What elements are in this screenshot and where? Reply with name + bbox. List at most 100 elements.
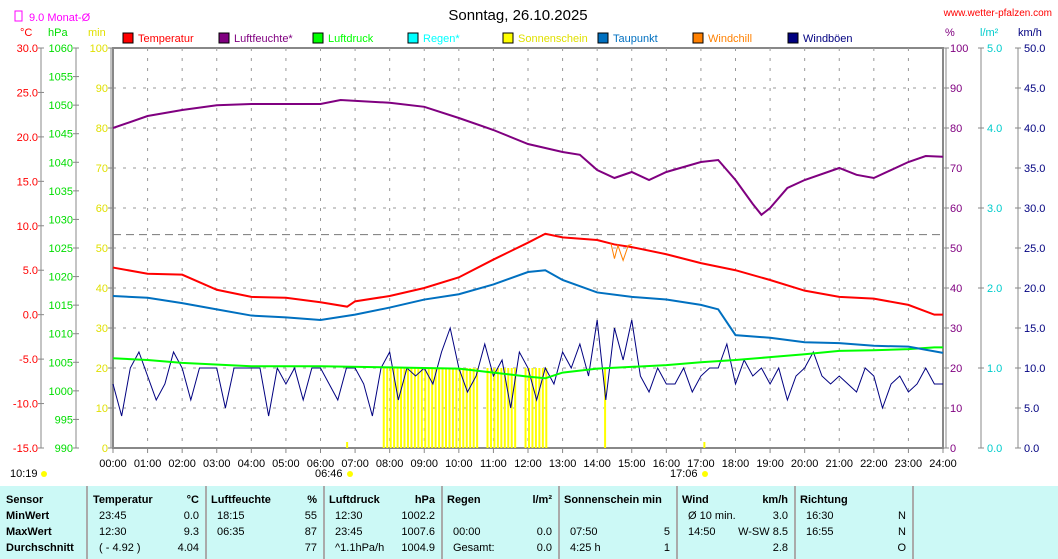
tick-label-wind: 0.0 — [1024, 443, 1039, 455]
site-link[interactable]: www.wetter-pfalzen.com — [943, 8, 1052, 19]
unit-wind: km/h — [762, 494, 788, 506]
x-tick-label: 09:00 — [410, 458, 438, 470]
cell-rain-time: Gesamt: — [453, 542, 495, 554]
col-sensor: Sensor MinWert MaxWert Durchschnitt — [0, 486, 88, 559]
unit-temp: °C — [20, 27, 32, 39]
sunshine-bar — [514, 368, 517, 448]
header-wind: Wind — [682, 494, 709, 506]
sunshine-bar — [448, 368, 451, 448]
x-tick-label: 21:00 — [825, 458, 853, 470]
cell-wind-time: 14:50 — [688, 526, 716, 538]
tick-label-wind: 15.0 — [1024, 323, 1045, 335]
legend-label: Windchill — [708, 33, 752, 45]
tick-label-wind: 25.0 — [1024, 243, 1045, 255]
sunshine-bar — [472, 368, 475, 448]
sunshine-bar — [393, 368, 396, 448]
cell-press-value: 1007.6 — [401, 526, 435, 538]
x-tick-label: 06:00 — [307, 458, 335, 470]
legend-swatch — [787, 32, 799, 44]
cell-temp-value: 0.0 — [183, 510, 199, 522]
tick-label-temp: 15.0 — [17, 176, 38, 188]
header-temp: Temperatur — [93, 494, 153, 506]
tick-label-wind: 50.0 — [1024, 43, 1045, 55]
tick-label-sun: 20 — [96, 363, 108, 375]
tick-label-temp: 30.0 — [17, 43, 38, 55]
cell-hum-value: 87 — [304, 526, 317, 538]
tick-label-press: 1030 — [49, 214, 73, 226]
tick-label-temp: 0.0 — [23, 310, 38, 322]
cell-hum-value: 55 — [304, 510, 317, 522]
sunshine-bar — [434, 368, 437, 448]
sunshine-bar — [438, 368, 441, 448]
col-hum: Luftfeuchte% 18:15 55 06:35 87 77 — [205, 486, 325, 559]
tick-label-sun: 0 — [102, 443, 108, 455]
tick-label-press: 990 — [55, 443, 73, 455]
legend-swatch — [122, 32, 134, 44]
legend-label: Temperatur — [138, 33, 194, 45]
cell-dir-time: 16:55 — [806, 526, 834, 538]
cell-hum-time: 18:15 — [217, 510, 245, 522]
axes: 30.0 25.0 20.0 15.0 10.0 5.0 0.0 -5.0 -10.0 -15.0… — [13, 43, 1046, 470]
sunshine-bar — [396, 368, 399, 448]
legend-swatch — [502, 32, 514, 44]
legend-label: Sonnenschein — [518, 33, 588, 45]
tick-label-sun: 50 — [96, 243, 108, 255]
cell-sun-time: 4:25 h — [570, 542, 601, 554]
tick-label-rain: 0.0 — [987, 443, 1002, 455]
tick-label-hum: 40 — [950, 283, 962, 295]
stats-table: Sensor MinWert MaxWert Durchschnitt Temp… — [0, 486, 1058, 559]
x-tick-label: 13:00 — [549, 458, 577, 470]
sunshine-bar — [469, 368, 472, 448]
cell-press-time: ^1.1hPa/h — [335, 542, 385, 554]
tick-label-rain: 3.0 — [987, 203, 1002, 215]
tick-label-press: 1040 — [49, 157, 73, 169]
sunshine-bar — [406, 368, 409, 448]
legend-swatch — [597, 32, 609, 44]
tick-label-sun: 30 — [96, 323, 108, 335]
row-label-avg: Durchschnitt — [6, 542, 74, 554]
col-rain: Regen l/m² 00:00 0.0 Gesamt: 0.0 — [441, 486, 560, 559]
unit-rain: l/m² — [980, 27, 999, 39]
x-tick-label: 22:00 — [860, 458, 888, 470]
tick-label-hum: 60 — [950, 203, 962, 215]
month-avg-icon — [14, 10, 23, 22]
tick-label-hum: 70 — [950, 163, 962, 175]
cell-press-time: 23:45 — [335, 526, 363, 538]
x-tick-label: 19:00 — [756, 458, 784, 470]
cell-sun-value: 1 — [663, 542, 670, 554]
x-tick-label: 02:00 — [168, 458, 196, 470]
tick-label-press: 1005 — [49, 357, 73, 369]
sunrise-time: 06:46 — [315, 468, 343, 480]
header-hum: Luftfeuchte — [211, 494, 271, 506]
tick-label-press: 995 — [55, 414, 73, 426]
tick-label-wind: 40.0 — [1024, 123, 1045, 135]
cell-dir-value: N — [898, 526, 906, 538]
cell-wind-value: 3.0 — [772, 510, 788, 522]
tick-label-press: 1015 — [49, 300, 73, 312]
cell-rain-value: 0.0 — [536, 526, 552, 538]
x-tick-label: 23:00 — [895, 458, 923, 470]
tick-label-temp: 20.0 — [17, 132, 38, 144]
sun-events: 10:19 06:46 17:06 — [10, 468, 708, 480]
sunshine-bar — [386, 368, 389, 448]
tick-label-hum: 90 — [950, 83, 962, 95]
chart-title: Sonntag, 26.10.2025 — [448, 7, 587, 24]
x-tick-label: 17:00 — [687, 458, 715, 470]
tick-label-hum: 10 — [950, 403, 962, 415]
sunshine-bar — [389, 368, 392, 448]
sunshine-bar — [417, 368, 420, 448]
sunshine-bar — [455, 368, 458, 448]
col-press: Luftdruck hPa 12:30 1002.2 23:45 1007.6 ^1.1hP… — [323, 486, 443, 559]
series-temperature — [112, 232, 943, 316]
cell-dir-value: O — [897, 542, 906, 554]
series-humidity — [112, 98, 944, 217]
sunshine-bar — [538, 368, 541, 448]
header-press: Luftdruck — [329, 494, 380, 506]
cell-dir-time: 16:30 — [806, 510, 834, 522]
sunset-time: 17:06 — [670, 468, 698, 480]
tick-label-temp: -15.0 — [13, 443, 38, 455]
tick-label-sun: 40 — [96, 283, 108, 295]
cell-hum-value: 77 — [304, 542, 317, 554]
sunshine-bar — [413, 368, 416, 448]
tick-label-wind: 35.0 — [1024, 163, 1045, 175]
